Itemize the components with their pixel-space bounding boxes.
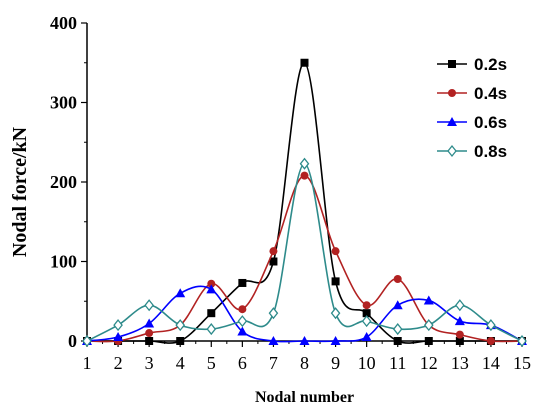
data-point [455, 299, 465, 312]
y-tick-label: 400 [50, 13, 77, 33]
data-point [175, 288, 186, 298]
data-point [207, 279, 216, 288]
data-point [393, 274, 402, 283]
data-point [392, 300, 403, 310]
data-point [455, 330, 464, 339]
data-point [362, 301, 371, 310]
data-point [145, 337, 154, 345]
x-tick-label: 15 [513, 353, 531, 373]
legend-label: 0.8s [474, 142, 507, 161]
legend-marker [447, 144, 457, 158]
data-point [331, 247, 340, 256]
data-point [424, 337, 433, 345]
data-point [393, 337, 402, 345]
data-point [331, 277, 340, 286]
data-point [175, 319, 186, 332]
data-point [269, 257, 278, 266]
y-axis-title: Nodal force/kN [9, 126, 31, 257]
data-point [268, 336, 279, 345]
legend-marker [448, 89, 456, 97]
series-line [86, 61, 522, 344]
data-point [176, 337, 185, 345]
data-point [207, 309, 216, 318]
data-point [206, 323, 217, 336]
data-point [517, 334, 527, 348]
data-point [392, 323, 403, 336]
x-tick-label: 4 [176, 353, 185, 373]
data-point [486, 319, 496, 332]
data-point [330, 307, 341, 320]
data-point [238, 278, 247, 287]
data-point [486, 337, 495, 345]
legend-marker [448, 60, 456, 68]
data-point [144, 318, 155, 328]
x-tick-label: 5 [207, 353, 216, 373]
data-point [113, 319, 123, 332]
x-tick-label: 9 [331, 353, 340, 373]
series-line [86, 174, 523, 343]
x-tick-label: 10 [358, 353, 376, 373]
data-point [300, 171, 309, 180]
data-point [237, 326, 248, 336]
series-3 [82, 157, 527, 348]
data-point [299, 336, 310, 345]
data-point [455, 337, 464, 345]
legend-label: 0.2s [474, 55, 507, 74]
data-point [144, 299, 154, 312]
x-tick-label: 3 [145, 353, 154, 373]
data-point [268, 307, 279, 320]
data-point [145, 329, 154, 338]
legend-marker [447, 117, 457, 126]
data-point [423, 319, 434, 332]
x-tick-label: 6 [238, 353, 247, 373]
y-tick-label: 100 [50, 252, 77, 272]
legend-label: 0.6s [474, 113, 507, 132]
x-tick-label: 11 [389, 353, 406, 373]
data-point [423, 295, 434, 305]
x-tick-label: 2 [114, 353, 123, 373]
data-point [299, 157, 310, 170]
data-point [300, 58, 309, 67]
x-axis-title: Nodal number [255, 389, 354, 406]
x-tick-label: 13 [451, 353, 469, 373]
x-tick-label: 7 [269, 353, 278, 373]
legend: 0.2s 0.4s 0.6s 0.8s [437, 55, 507, 161]
data-point [206, 284, 217, 294]
data-point [237, 315, 248, 328]
x-tick-label: 12 [420, 353, 438, 373]
data-point [361, 332, 372, 342]
data-point [82, 334, 92, 348]
data-point [361, 315, 372, 328]
data-point [113, 332, 124, 342]
y-tick-label: 200 [50, 172, 77, 192]
series-layer [82, 58, 527, 348]
x-tick-label: 14 [482, 353, 500, 373]
y-tick-label: 300 [50, 93, 77, 113]
legend-label: 0.4s [474, 84, 507, 103]
series-1 [83, 171, 526, 345]
y-tick-label: 0 [68, 331, 77, 351]
x-tick-label: 8 [300, 353, 309, 373]
data-point [330, 336, 341, 345]
data-point [362, 309, 371, 318]
series-line [86, 162, 523, 342]
data-point [238, 305, 247, 314]
data-point [269, 247, 278, 256]
data-point [454, 316, 465, 326]
x-tick-label: 1 [83, 353, 92, 373]
